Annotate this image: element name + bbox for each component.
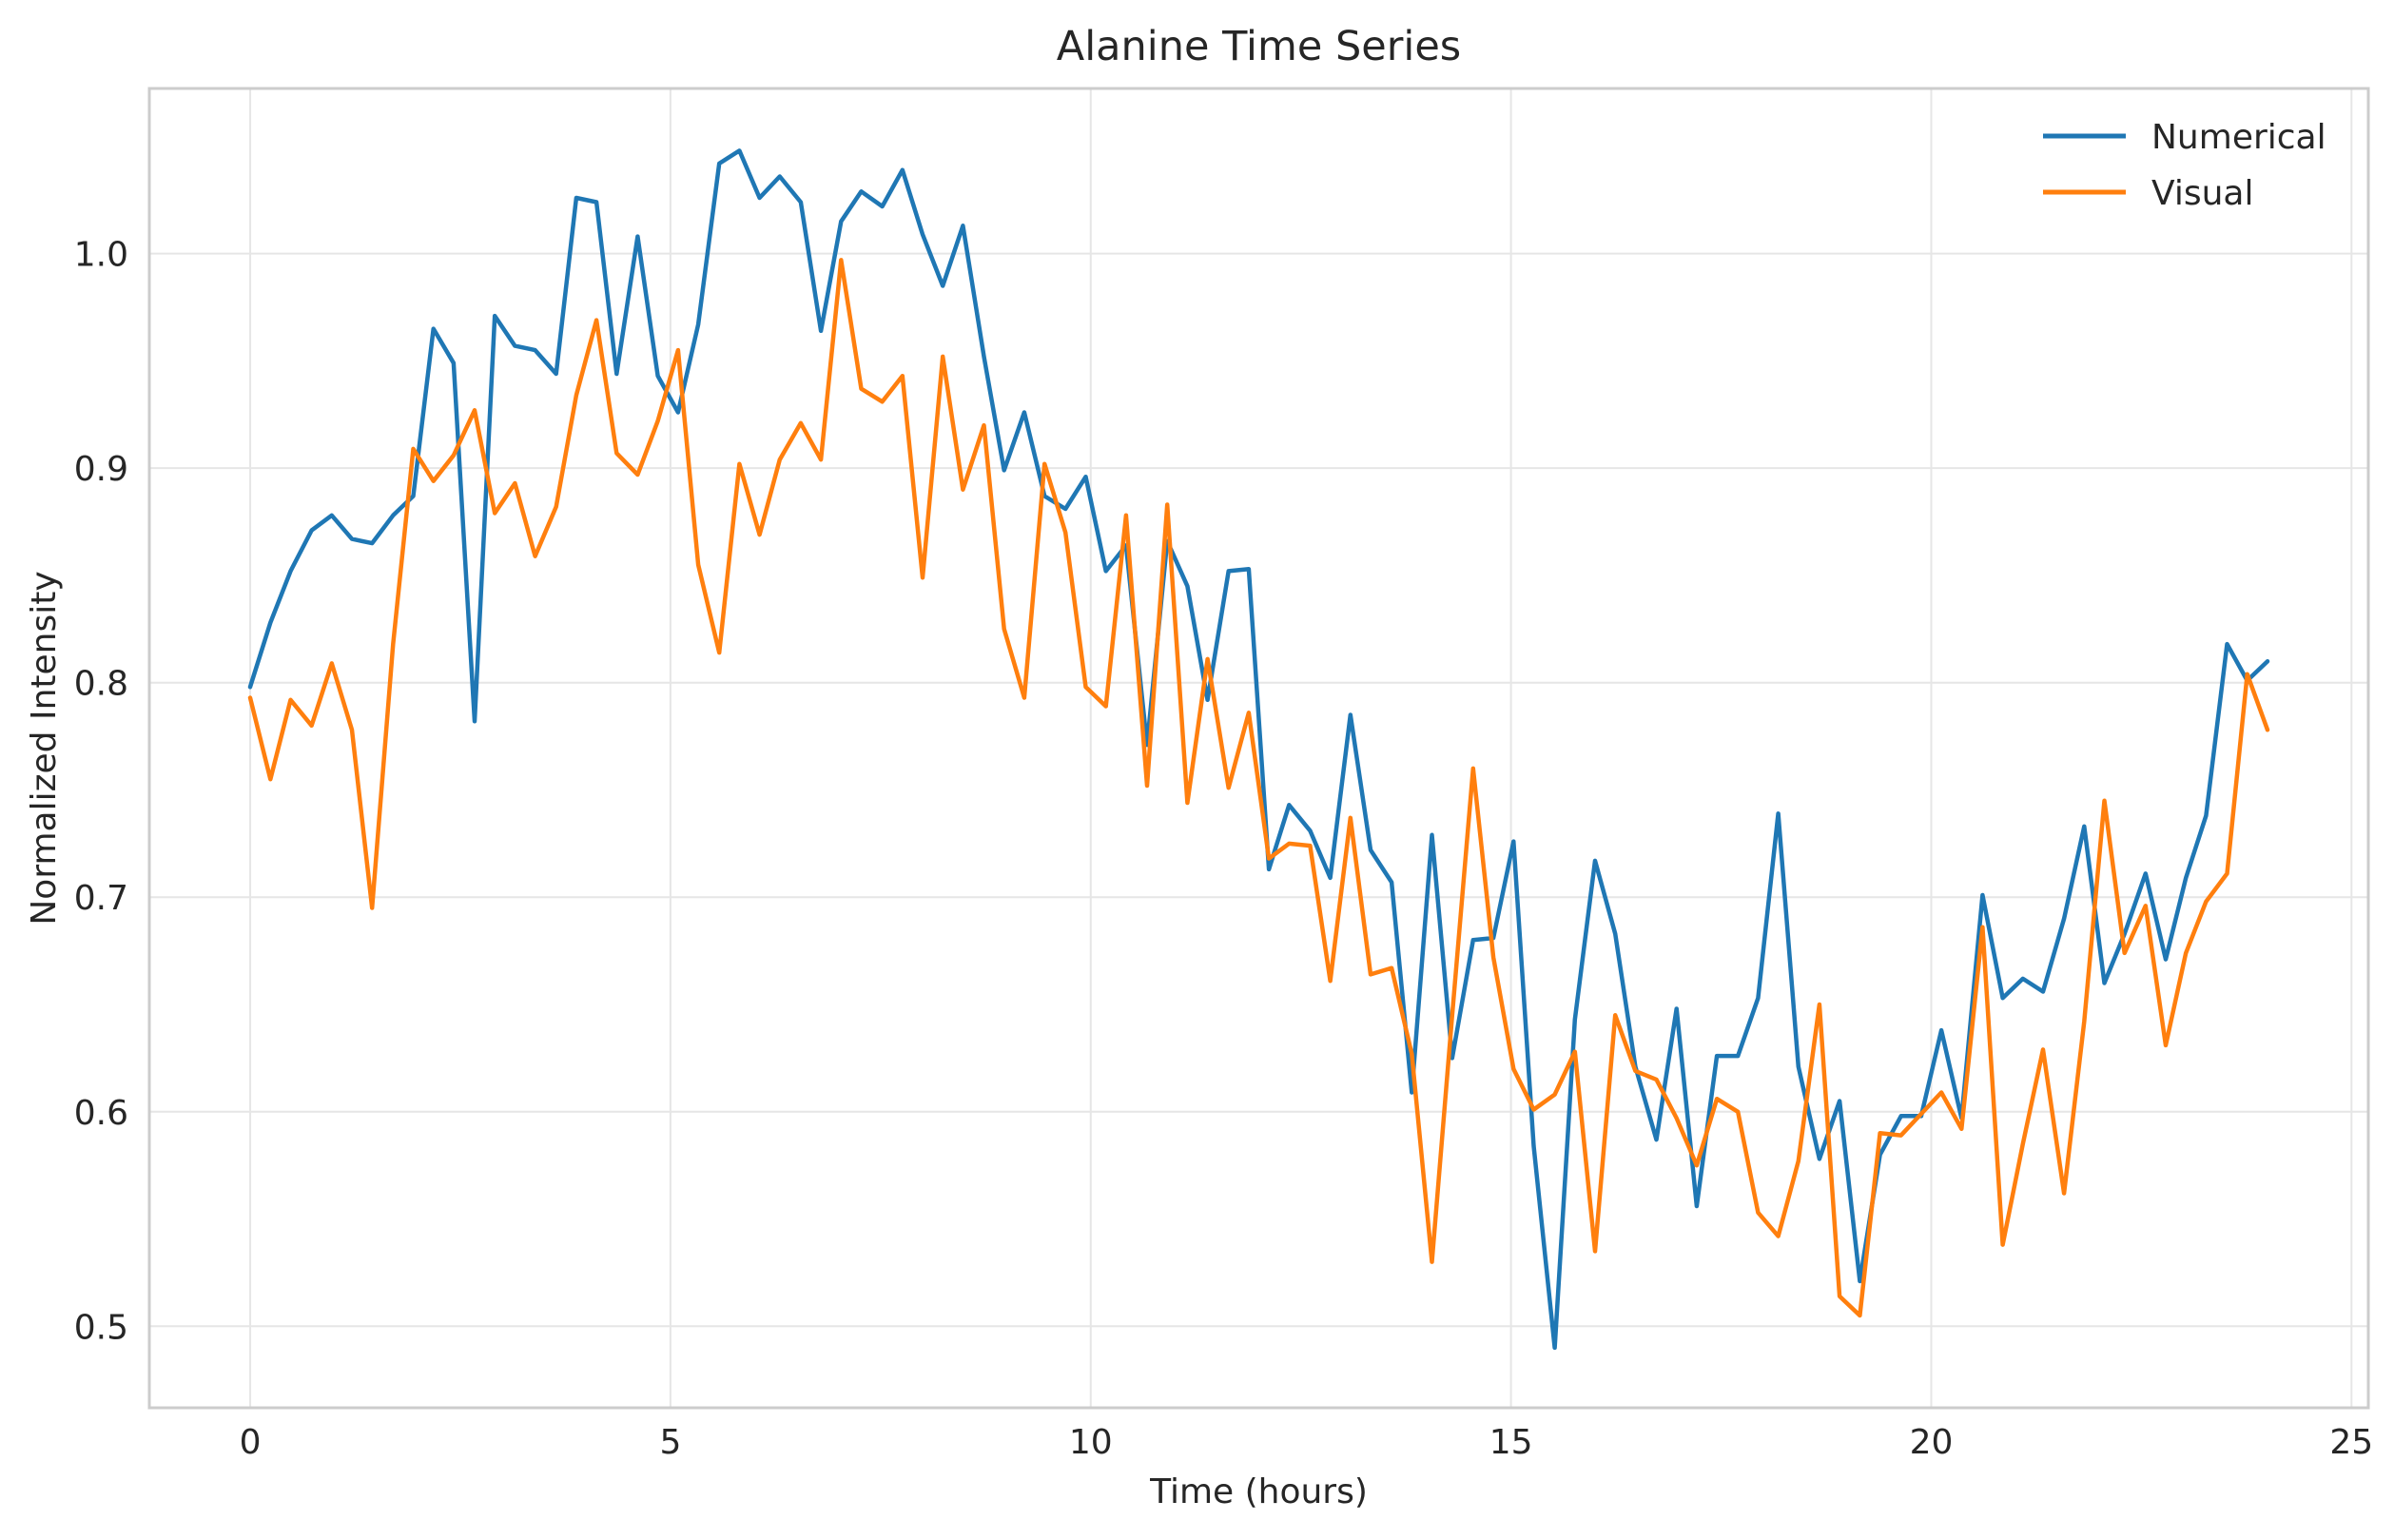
series-lines [247,148,2270,1351]
y-tick-label: 0.7 [74,879,128,918]
legend-label-numerical: Numerical [2151,118,2326,157]
y-tick-label: 0.6 [74,1094,128,1133]
x-tick-label: 5 [659,1423,681,1462]
x-axis-title: Time (hours) [1149,1472,1368,1511]
plot-frame [147,87,2370,1410]
x-tick-label: 10 [1069,1423,1113,1462]
series-line-numerical [247,148,2270,1351]
x-tick-label: 15 [1489,1423,1533,1462]
y-tick-label: 0.9 [74,450,128,489]
tick-labels: 0 5 10 15 20 25 0.5 0.6 0.7 0.8 0.9 1.0 [74,236,2373,1462]
y-tick-label: 0.5 [74,1308,128,1347]
y-tick-label: 0.8 [74,665,128,704]
y-tick-label: 1.0 [74,236,128,275]
legend: Numerical Visual [2043,118,2326,213]
x-tick-label: 0 [240,1423,262,1462]
chart-title: Alanine Time Series [1057,23,1461,70]
series-line-visual [247,258,2270,1318]
x-tick-label: 25 [2329,1423,2373,1462]
y-axis-title: Normalized Intensity [25,571,64,925]
x-tick-label: 20 [1910,1423,1954,1462]
legend-label-visual: Visual [2151,174,2253,213]
gridlines [149,88,2368,1408]
